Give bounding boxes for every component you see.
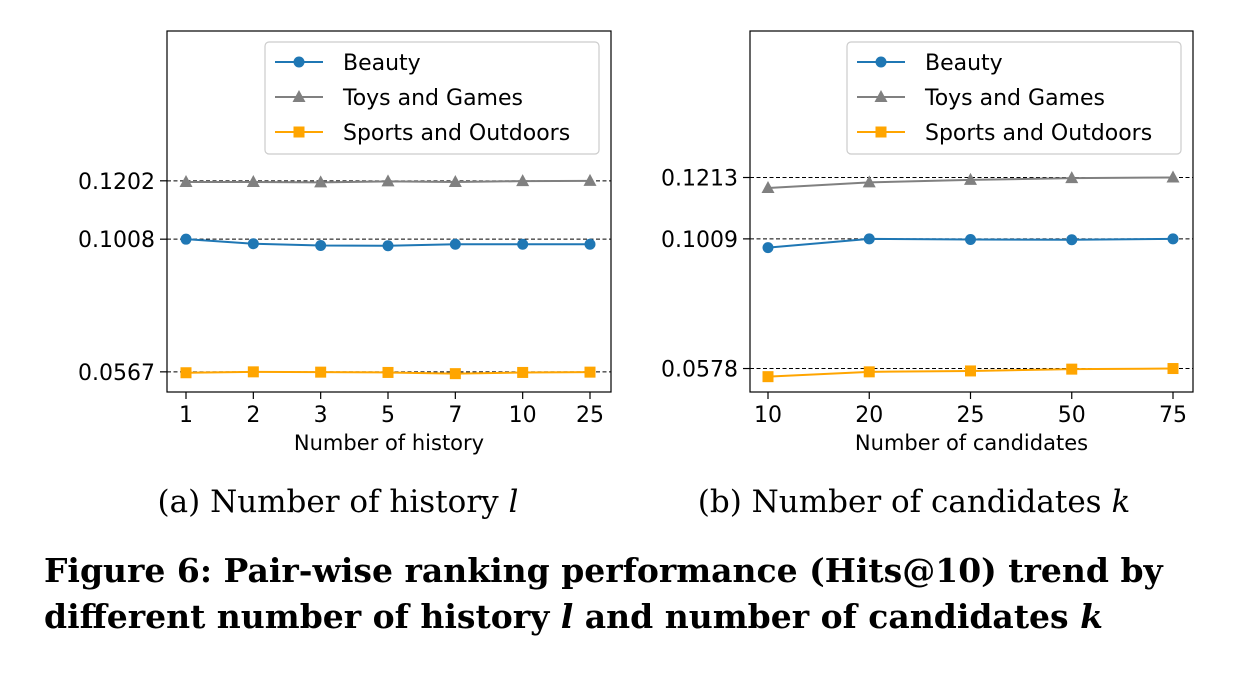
data-point [862,175,876,188]
caption-line-2-middle: and number of candidates [573,597,1081,636]
legend-label: Sports and Outdoors [925,121,1152,146]
y-tick-label: 0.1009 [661,228,738,253]
data-point [863,366,875,378]
data-point [762,242,774,254]
legend-marker [293,126,305,138]
data-point [761,181,775,194]
caption-line-2-prefix: different number of history [44,597,561,636]
legend-label: Beauty [343,51,421,76]
data-point [584,238,596,250]
plot-frame [749,30,1194,393]
data-point [1066,234,1078,246]
x-tick-label: 2 [246,403,260,428]
data-point [1066,363,1078,375]
data-point [315,366,327,378]
data-point [1167,233,1179,245]
caption-var-l: l [560,597,574,636]
legend-label: Toys and Games [924,86,1105,111]
x-tick-label: 20 [855,403,883,428]
y-tick-label: 0.1202 [78,170,155,195]
chart-panel-a: 0.0567 0.1008 0.1202 1 2 3 5 7 10 25 Number of his… [78,30,612,520]
subcaption: (a) Number of history l [158,484,519,520]
x-axis-label: Number of candidates [855,431,1088,455]
legend-box [846,41,1182,155]
data-point [964,172,977,185]
legend-box [264,41,600,155]
data-point [246,175,260,188]
data-point [314,175,328,188]
data-point [448,175,462,188]
x-tick-label: 25 [957,403,985,428]
data-point [1065,171,1079,184]
y-tick-label: 0.0567 [78,361,155,386]
data-point [762,371,774,383]
legend: Beauty Toys and Games Sports and Outdoors [846,41,1182,155]
x-tick-label: 50 [1058,403,1086,428]
subcaption-variable: k [1111,484,1130,520]
data-point [247,366,259,378]
legend-label: Toys and Games [342,86,523,111]
chart-panel-b: 0.0578 0.1009 0.1213 10 20 25 50 75 Number of ca… [661,30,1194,520]
data-point [449,238,461,250]
x-tick-label: 10 [754,403,782,428]
plot-frame [166,30,612,393]
data-point [315,239,327,251]
data-point [584,366,596,378]
data-point [180,233,192,245]
data-point [517,238,529,250]
data-point [965,233,976,245]
legend-marker [874,90,888,102]
x-tick-label: 25 [576,403,604,428]
legend-marker [292,90,306,102]
data-point [583,173,597,186]
data-point [965,365,976,377]
data-point [516,174,530,187]
data-point [1166,170,1180,183]
legend: Beauty Toys and Games Sports and Outdoors [264,41,600,155]
legend-marker [875,56,887,68]
legend-label: Beauty [925,51,1003,76]
caption-var-k: k [1080,597,1103,636]
x-axis-label: Number of history [294,431,484,455]
subcaption-variable: l [509,484,519,520]
data-point [863,233,875,245]
x-tick-label: 3 [314,403,328,428]
legend-marker [875,126,887,138]
y-tick-label: 0.0578 [661,358,738,383]
data-point [449,368,461,380]
figure-canvas: 0.0567 0.1008 0.1202 1 2 3 5 7 10 25 Number of his… [78,30,1194,520]
x-tick-label: 5 [381,403,395,428]
legend-label: Sports and Outdoors [343,121,570,146]
legend-marker [293,56,305,68]
y-tick-label: 0.1213 [661,167,738,192]
x-tick-label: 7 [448,403,462,428]
data-point [382,366,394,378]
figure-caption: Figure 6: Pair-wise ranking performance … [44,548,1234,640]
data-point [517,366,529,378]
y-tick-label: 0.1008 [78,228,155,253]
x-tick-label: 10 [509,403,537,428]
data-point [382,240,394,252]
data-point [180,367,192,379]
subcaption: (b) Number of candidates k [698,484,1130,520]
caption-line-1: Figure 6: Pair-wise ranking performance … [44,551,1163,590]
data-point [247,238,259,250]
data-point [1167,363,1179,375]
data-point [381,174,395,187]
data-point [179,175,193,188]
x-tick-label: 1 [179,403,193,428]
caption-line-2: different number of history l and number… [44,594,1234,640]
x-tick-label: 75 [1159,403,1187,428]
